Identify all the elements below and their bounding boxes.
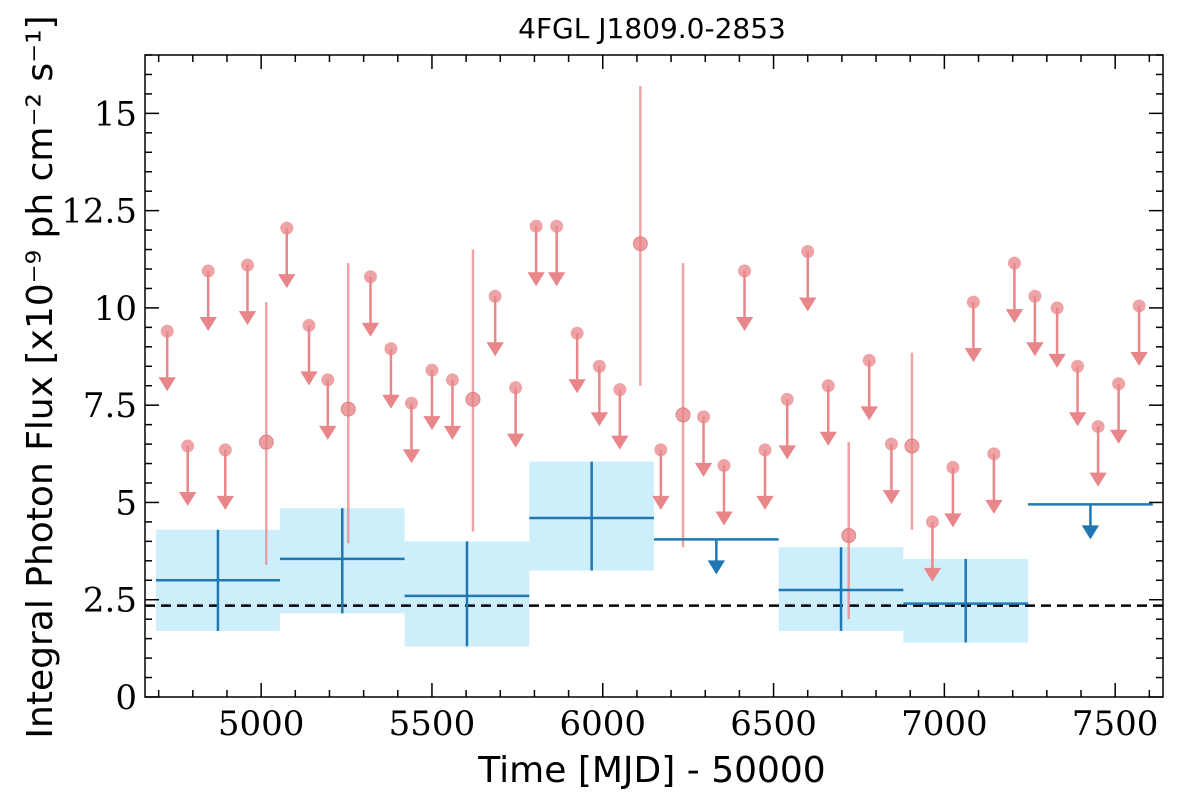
fine-bin-upper-limit-arrow bbox=[819, 385, 837, 446]
x-tick-label: 5500 bbox=[389, 704, 476, 744]
fine-bin-upper-limit-arrow bbox=[1089, 426, 1107, 487]
fine-bin-upper-limit-arrow bbox=[1130, 305, 1148, 366]
fine-bin-upper-limit-arrow bbox=[778, 399, 796, 460]
fine-bin-detection-point bbox=[841, 528, 857, 544]
y-tick-label: 12.5 bbox=[61, 192, 137, 232]
fine-bin-upper-limit-arrow bbox=[964, 302, 983, 363]
fine-bin-upper-limit-arrow bbox=[443, 379, 462, 440]
y-tick-label: 5 bbox=[115, 483, 137, 523]
fine-bin-upper-limit-arrow bbox=[199, 270, 217, 331]
chart-title: 4FGL J1809.0-2853 bbox=[518, 12, 786, 45]
fine-bin-upper-limit-arrow bbox=[985, 453, 1003, 514]
fine-bin-upper-limit-arrow bbox=[158, 331, 176, 392]
fine-bin-upper-limit-arrow bbox=[1109, 383, 1128, 444]
y-axis-title: Integral Photon Flux [x10⁻⁹ ph cm⁻² s⁻¹] bbox=[20, 15, 61, 738]
y-tick-label: 15 bbox=[94, 94, 137, 134]
fine-bin-detection-point bbox=[258, 434, 274, 450]
x-tick-label: 7000 bbox=[901, 704, 988, 744]
fine-bin-upper-limit-arrow bbox=[1068, 366, 1087, 427]
y-tick-label: 0 bbox=[115, 678, 137, 718]
fine-bin-upper-limit-arrow bbox=[1005, 263, 1024, 324]
fine-bin-upper-limit-arrow bbox=[756, 449, 774, 510]
fine-bin-upper-limit-arrow bbox=[1048, 307, 1066, 368]
coarse-bin-upper-limit-arrow bbox=[707, 539, 726, 575]
fine-bin-upper-limit-arrow bbox=[799, 251, 817, 312]
y-tick-label: 2.5 bbox=[83, 581, 137, 621]
fine-bin-upper-limit-arrow bbox=[382, 348, 400, 409]
fine-bin-upper-limit-arrow bbox=[715, 465, 733, 526]
fine-bin-upper-limit-arrow bbox=[923, 521, 942, 582]
fine-bin-upper-limit-arrow bbox=[238, 265, 257, 326]
fine-bin-upper-limit-arrow bbox=[319, 379, 337, 440]
fine-bin-upper-limit-arrow bbox=[568, 333, 586, 394]
fine-bin-upper-limit-arrow bbox=[547, 226, 566, 287]
fine-bin-upper-limit-arrow bbox=[1026, 296, 1044, 357]
x-axis-title: Time [MJD] - 50000 bbox=[477, 750, 825, 791]
fine-bin-upper-limit-arrow bbox=[506, 387, 525, 448]
fine-bin-upper-limit-arrow bbox=[402, 403, 421, 464]
x-tick-label: 7500 bbox=[1072, 704, 1159, 744]
fine-bin-upper-limit-arrow bbox=[361, 276, 380, 337]
fine-bin-upper-limit-arrow bbox=[179, 446, 197, 507]
plot-frame bbox=[144, 54, 1164, 698]
x-tick-label: 6500 bbox=[730, 704, 817, 744]
fine-bin-upper-limit-arrow bbox=[694, 416, 713, 477]
fine-bin-upper-limit-arrow bbox=[882, 444, 901, 505]
fine-bin-upper-limit-arrow bbox=[611, 389, 629, 450]
y-tick-label: 10 bbox=[94, 289, 137, 329]
fine-bin-detection-point bbox=[675, 407, 691, 423]
fine-bin-detection-point bbox=[340, 401, 356, 417]
fine-bin-upper-limit-arrow bbox=[652, 449, 670, 510]
fine-bin-upper-limit-arrow bbox=[486, 296, 504, 357]
fine-bin-upper-limit-arrow bbox=[944, 467, 962, 528]
fine-bin-detection-point bbox=[465, 391, 481, 407]
fine-bin-upper-limit-arrow bbox=[735, 270, 754, 331]
coarse-bin-upper-limit-arrow bbox=[1081, 504, 1100, 540]
x-tick-label: 6000 bbox=[559, 704, 646, 744]
fine-bin-upper-limit-arrow bbox=[300, 325, 318, 386]
y-tick-label: 7.5 bbox=[83, 386, 137, 426]
plot-area: 5000 5500 6000 6500 7000 7500 0 2.5 5 7.5 10 12.5 15 bbox=[61, 54, 1164, 744]
fine-bin-detection-point bbox=[632, 236, 648, 252]
fine-bin-upper-limit-arrow bbox=[527, 226, 545, 287]
fine-bin-upper-limit-arrow bbox=[590, 366, 609, 427]
fine-bin-upper-limit-arrow bbox=[216, 449, 234, 510]
fine-bin-upper-limit-arrow bbox=[423, 370, 441, 431]
fine-bin-upper-limit-arrow bbox=[278, 228, 296, 289]
fine-bin-upper-limit-arrow bbox=[860, 360, 878, 421]
x-tick-label: 5000 bbox=[218, 704, 305, 744]
fine-bin-detection-point bbox=[904, 438, 920, 454]
